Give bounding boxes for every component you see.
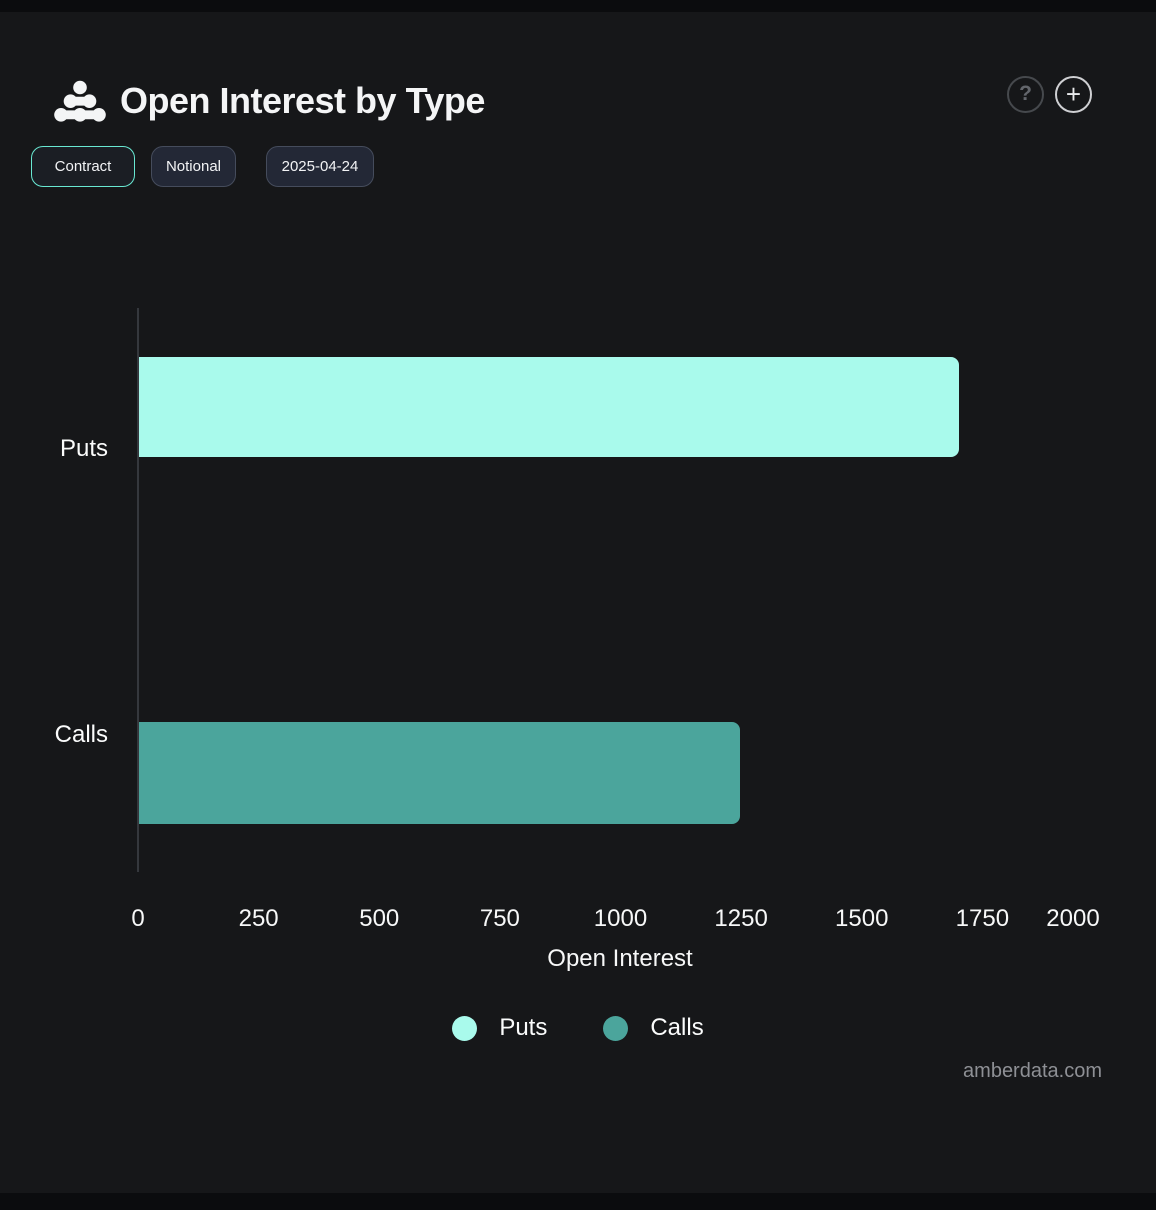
legend-label-calls: Calls xyxy=(650,1014,704,1041)
toggle-notional-label: Notional xyxy=(165,158,222,175)
x-axis-ticks: 0 250 500 750 1000 1250 1500 1750 2000 xyxy=(0,904,1156,934)
y-tick-label-calls: Calls xyxy=(54,721,108,748)
page-title: Open Interest by Type xyxy=(120,80,485,121)
x-tick-label: 1250 xyxy=(714,905,768,932)
legend-entry-puts[interactable]: Puts xyxy=(452,1013,547,1043)
x-tick-label: 500 xyxy=(359,905,400,932)
y-tick-label-puts: Puts xyxy=(59,435,108,462)
amberdata-logo-icon xyxy=(54,80,106,122)
help-button[interactable]: ? xyxy=(1007,76,1044,113)
date-selector[interactable]: 2025-04-24 xyxy=(266,146,374,187)
top-border-strip xyxy=(0,0,1156,12)
x-axis-title: Open Interest xyxy=(547,945,693,972)
toggle-contract-label: Contract xyxy=(54,158,112,175)
bar-calls[interactable] xyxy=(139,722,740,824)
toggle-contract[interactable]: Contract xyxy=(31,146,135,187)
x-tick-label: 750 xyxy=(479,905,520,932)
x-tick-label: 1500 xyxy=(835,905,889,932)
x-tick-label: 250 xyxy=(238,905,279,932)
x-tick-label: 2000 xyxy=(1046,905,1100,932)
add-button[interactable]: + xyxy=(1055,76,1092,113)
y-axis-line xyxy=(137,308,139,872)
bottom-border-strip xyxy=(0,1193,1156,1210)
legend-dot-puts-icon xyxy=(452,1015,478,1041)
bar-puts[interactable] xyxy=(139,357,959,457)
legend-dot-calls-icon xyxy=(603,1015,629,1041)
x-tick-label: 0 xyxy=(131,905,145,932)
plus-icon: + xyxy=(1065,78,1082,109)
legend-label-puts: Puts xyxy=(499,1014,548,1041)
toggle-notional[interactable]: Notional xyxy=(151,146,236,187)
x-tick-label: 1750 xyxy=(955,905,1010,932)
chart-legend: Puts Calls xyxy=(0,1013,1156,1043)
legend-entry-calls[interactable]: Calls xyxy=(603,1013,704,1043)
question-mark-icon: ? xyxy=(1019,82,1032,105)
x-tick-label: 1000 xyxy=(593,905,648,932)
date-selector-label: 2025-04-24 xyxy=(281,158,359,175)
amberdata-watermark: amberdata.com xyxy=(963,1060,1102,1082)
